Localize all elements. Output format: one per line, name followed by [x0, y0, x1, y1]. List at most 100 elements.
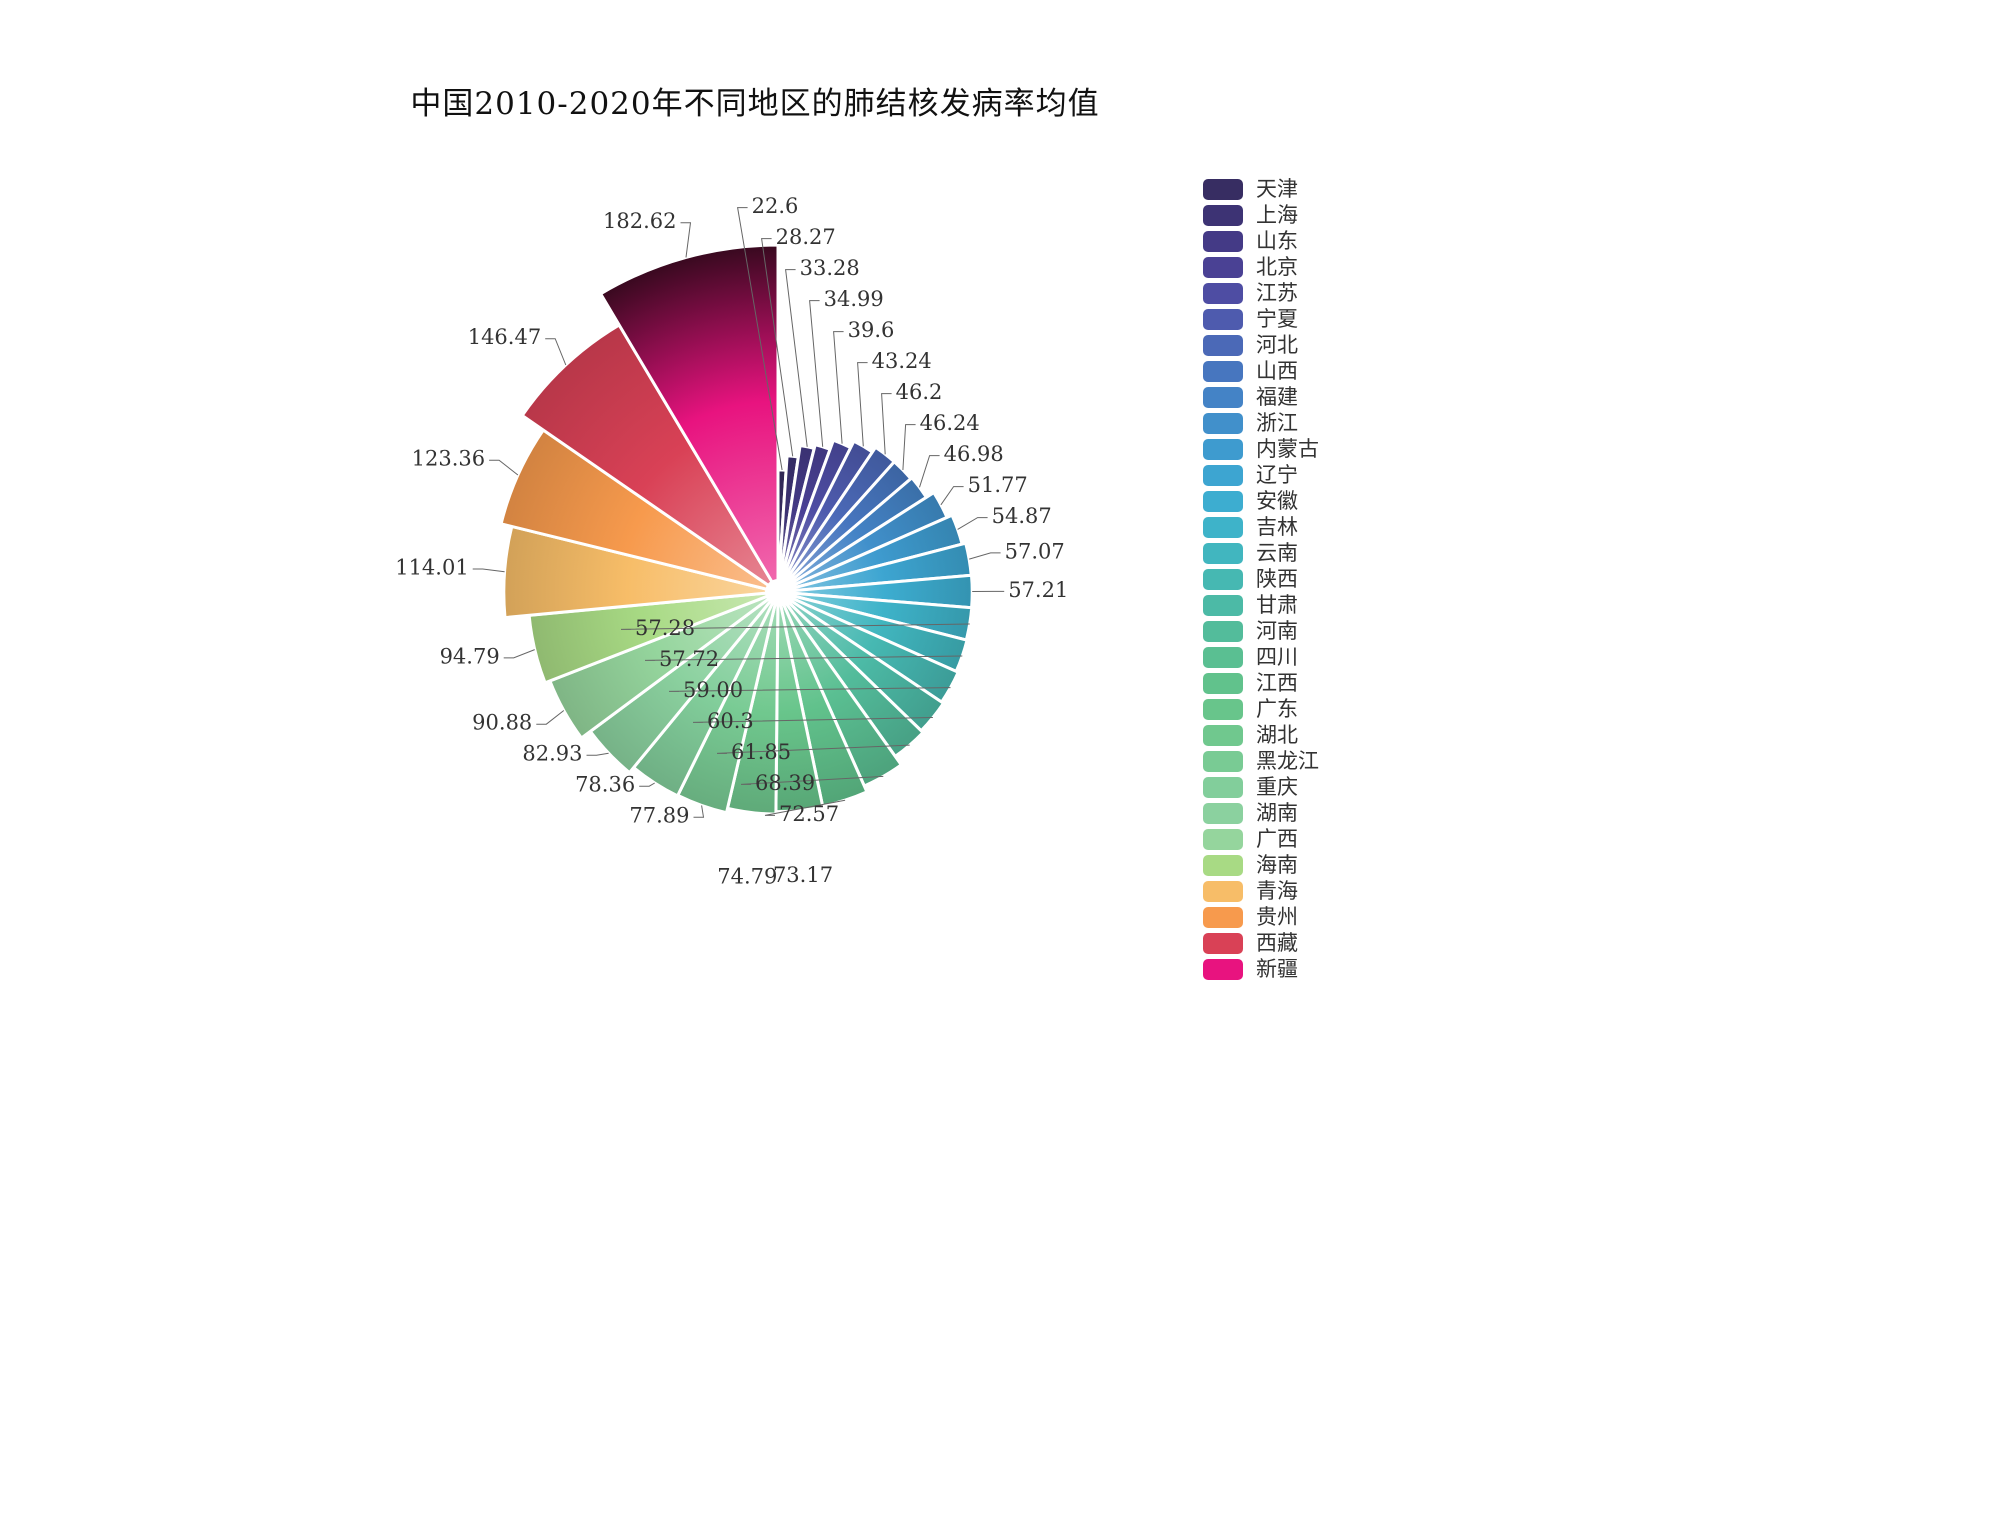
legend-label: 河北 — [1256, 333, 1298, 357]
slice-value-label-9: 51.77 — [968, 473, 1028, 497]
legend-item-9[interactable]: 浙江 — [1203, 413, 1319, 434]
legend-swatch — [1203, 439, 1243, 460]
label-leader-line — [620, 623, 970, 630]
legend-item-5[interactable]: 宁夏 — [1203, 309, 1319, 330]
legend-item-30[interactable]: 新疆 — [1203, 959, 1319, 980]
slice-value-label-15: 59.00 — [683, 678, 743, 702]
legend-swatch — [1203, 257, 1243, 278]
hub-circle — [765, 579, 791, 605]
legend-item-12[interactable]: 安徽 — [1203, 491, 1319, 512]
slice-value-label-10: 54.87 — [992, 504, 1052, 528]
pie-slice-30[interactable] — [599, 243, 780, 594]
legend-item-25[interactable]: 广西 — [1203, 829, 1319, 850]
legend-label: 新疆 — [1256, 957, 1298, 981]
label-leader-line — [940, 486, 964, 506]
legend-swatch — [1203, 283, 1243, 304]
legend-item-27[interactable]: 青海 — [1203, 881, 1319, 902]
label-leader-line — [472, 568, 505, 573]
legend-item-8[interactable]: 福建 — [1203, 387, 1319, 408]
legend-label: 广东 — [1256, 697, 1298, 721]
legend-swatch — [1203, 725, 1243, 746]
legend-swatch — [1203, 829, 1243, 850]
slice-value-label-1: 28.27 — [776, 225, 836, 249]
slice-value-label-3: 34.99 — [824, 287, 884, 311]
slice-value-label-27: 114.01 — [395, 556, 468, 580]
label-leader-line — [919, 455, 940, 488]
legend-item-17[interactable]: 河南 — [1203, 621, 1319, 642]
slice-value-label-23: 78.36 — [575, 773, 635, 797]
legend-item-6[interactable]: 河北 — [1203, 335, 1319, 356]
legend-item-10[interactable]: 内蒙古 — [1203, 439, 1319, 460]
legend-label: 江苏 — [1256, 281, 1298, 305]
legend-swatch — [1203, 517, 1243, 538]
label-leader-line — [957, 517, 988, 530]
legend-label: 北京 — [1256, 255, 1298, 279]
legend-label: 重庆 — [1256, 775, 1298, 799]
slice-value-label-22: 77.89 — [629, 804, 689, 828]
slice-value-label-7: 46.24 — [920, 411, 980, 435]
legend-swatch — [1203, 491, 1243, 512]
legend-item-20[interactable]: 广东 — [1203, 699, 1319, 720]
label-leader-line — [969, 552, 1001, 560]
label-leader-line — [586, 752, 609, 756]
slice-value-label-8: 46.98 — [944, 442, 1004, 466]
legend-swatch — [1203, 413, 1243, 434]
legend-label: 广西 — [1256, 827, 1298, 851]
legend-swatch — [1203, 621, 1243, 642]
legend-item-0[interactable]: 天津 — [1203, 179, 1319, 200]
legend-item-13[interactable]: 吉林 — [1203, 517, 1319, 538]
legend-label: 黑龙江 — [1256, 749, 1319, 773]
label-leader-line — [692, 717, 933, 723]
legend-item-18[interactable]: 四川 — [1203, 647, 1319, 668]
legend-item-26[interactable]: 海南 — [1203, 855, 1319, 876]
legend-label: 内蒙古 — [1256, 437, 1319, 461]
label-leader-line — [833, 331, 844, 444]
legend-item-2[interactable]: 山东 — [1203, 231, 1319, 252]
legend-item-29[interactable]: 西藏 — [1203, 933, 1319, 954]
slice-value-label-6: 46.2 — [896, 380, 943, 404]
slice-value-label-26: 94.79 — [440, 644, 500, 668]
legend-item-15[interactable]: 陕西 — [1203, 569, 1319, 590]
slice-value-label-30: 182.62 — [603, 209, 676, 233]
legend-item-22[interactable]: 黑龙江 — [1203, 751, 1319, 772]
legend-swatch — [1203, 803, 1243, 824]
legend-swatch — [1203, 595, 1243, 616]
chart-title: 中国2010-2020年不同地区的肺结核发病率均值 — [410, 86, 1100, 122]
legend-item-21[interactable]: 湖北 — [1203, 725, 1319, 746]
legend-item-19[interactable]: 江西 — [1203, 673, 1319, 694]
legend-swatch — [1203, 465, 1243, 486]
legend-item-1[interactable]: 上海 — [1203, 205, 1319, 226]
legend-label: 浙江 — [1256, 411, 1298, 435]
label-leader-line — [639, 782, 655, 787]
label-leader-line — [761, 238, 794, 457]
legend-label: 四川 — [1256, 645, 1298, 669]
label-leader-line — [693, 805, 705, 818]
legend-swatch — [1203, 959, 1243, 980]
legend-label: 吉林 — [1256, 515, 1298, 539]
legend-swatch — [1203, 933, 1243, 954]
legend-swatch — [1203, 205, 1243, 226]
legend-label: 青海 — [1256, 879, 1298, 903]
legend-item-4[interactable]: 江苏 — [1203, 283, 1319, 304]
legend-label: 陕西 — [1256, 567, 1298, 591]
legend-swatch — [1203, 751, 1243, 772]
legend-item-11[interactable]: 辽宁 — [1203, 465, 1319, 486]
legend-item-14[interactable]: 云南 — [1203, 543, 1319, 564]
legend-label: 福建 — [1256, 385, 1298, 409]
label-leader-line — [809, 300, 824, 447]
slice-value-label-18: 68.39 — [755, 771, 815, 795]
legend-item-28[interactable]: 贵州 — [1203, 907, 1319, 928]
legend-item-7[interactable]: 山西 — [1203, 361, 1319, 382]
legend-item-3[interactable]: 北京 — [1203, 257, 1319, 278]
legend-item-16[interactable]: 甘肃 — [1203, 595, 1319, 616]
slice-value-label-20: 73.17 — [773, 863, 833, 887]
slice-value-label-25: 90.88 — [472, 711, 532, 735]
legend-item-24[interactable]: 湖南 — [1203, 803, 1319, 824]
label-leader-line — [668, 687, 951, 692]
legend-label: 天津 — [1256, 177, 1298, 201]
legend-swatch — [1203, 673, 1243, 694]
label-leader-line — [740, 775, 884, 785]
legend-swatch — [1203, 543, 1243, 564]
legend-item-23[interactable]: 重庆 — [1203, 777, 1319, 798]
